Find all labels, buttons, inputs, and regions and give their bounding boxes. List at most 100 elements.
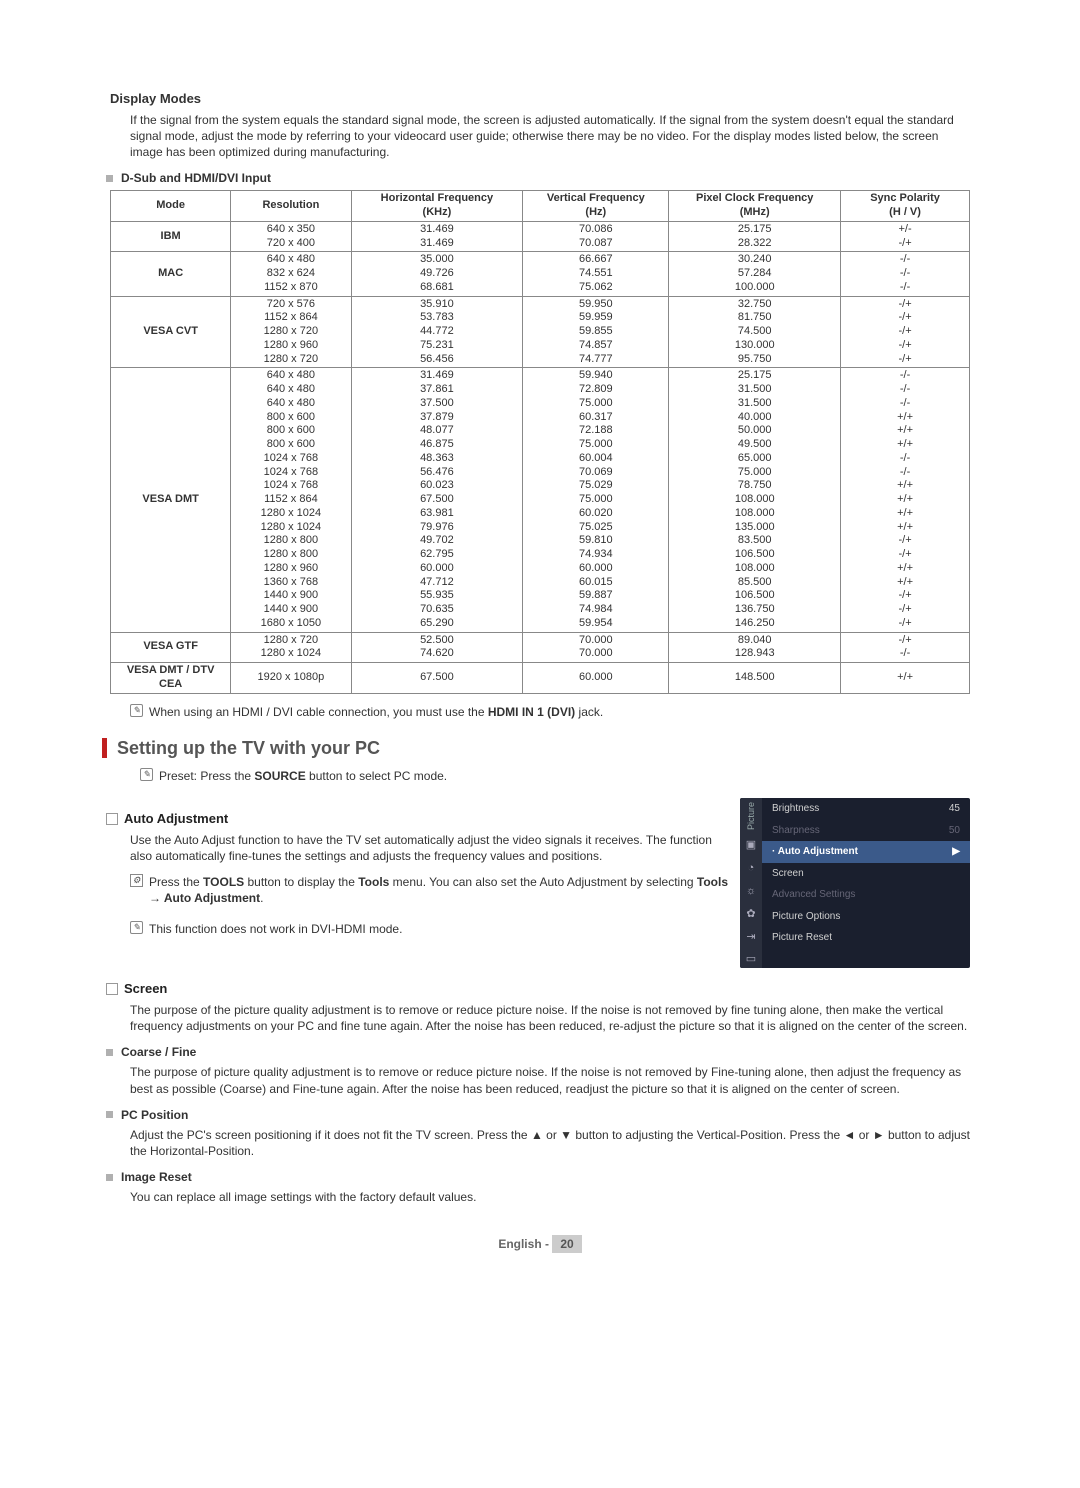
data-cell: 25.17531.50031.50040.00050.00049.50065.0… <box>669 368 841 632</box>
data-cell: -/--/--/- <box>841 252 970 296</box>
square-bullet-icon <box>106 1049 113 1056</box>
screen-intro: The purpose of the picture quality adjus… <box>130 1002 970 1034</box>
hdmi-note-suffix: jack. <box>575 705 603 719</box>
mode-cell: IBM <box>111 221 231 252</box>
display-modes-intro: If the signal from the system equals the… <box>130 112 970 161</box>
auto-adjustment-title: Auto Adjustment <box>124 810 228 828</box>
footer-lang: English - <box>498 1237 552 1251</box>
display-modes-title: Display Modes <box>110 90 970 108</box>
data-cell: 1920 x 1080p <box>231 663 351 694</box>
hdmi-note-bold: HDMI IN 1 (DVI) <box>488 705 575 719</box>
chevron-right-icon: ▶ <box>952 845 960 859</box>
hdmi-note: ✎ When using an HDMI / DVI cable connect… <box>130 704 970 720</box>
table-row: VESA DMT640 x 480640 x 480640 x 480800 x… <box>111 368 970 632</box>
data-cell: 640 x 480640 x 480640 x 480800 x 600800 … <box>231 368 351 632</box>
app-icon: ▭ <box>746 952 756 967</box>
footer-page: 20 <box>552 1235 581 1253</box>
osd-side-label: Picture <box>743 798 759 834</box>
table-header: Mode <box>111 191 231 222</box>
data-cell: 89.040128.943 <box>669 632 841 663</box>
checkbox-icon <box>106 813 118 825</box>
note-icon: ✎ <box>130 921 143 934</box>
data-cell: 31.46937.86137.50037.87948.07746.87548.3… <box>351 368 523 632</box>
data-cell: 31.46931.469 <box>351 221 523 252</box>
osd-menu: Picture ▣ ◔ ☼ ✿ ⇥ ▭ Brightness45 Sharpne… <box>740 798 970 968</box>
preset-prefix: Preset: Press the <box>159 769 254 783</box>
mode-cell: VESA GTF <box>111 632 231 663</box>
image-reset-title: Image Reset <box>121 1169 192 1185</box>
mode-cell: VESA DMT / DTV CEA <box>111 663 231 694</box>
square-bullet-icon <box>106 175 113 182</box>
red-bar-icon <box>102 738 107 758</box>
osd-brightness: Brightness45 <box>762 798 970 820</box>
osd-picture-reset: Picture Reset <box>762 927 970 949</box>
monitor-icon: ▣ <box>746 838 756 853</box>
data-cell: 59.94072.80975.00060.31772.18875.00060.0… <box>523 368 669 632</box>
dvi-note-text: This function does not work in DVI-HDMI … <box>149 921 402 937</box>
coarse-fine-body: The purpose of picture quality adjustmen… <box>130 1064 970 1096</box>
note-icon: ✎ <box>140 768 153 781</box>
checkbox-icon <box>106 983 118 995</box>
preset-note: ✎ Preset: Press the SOURCE button to sel… <box>140 768 970 784</box>
data-cell: 59.95059.95959.85574.85774.777 <box>523 296 669 368</box>
data-cell: 720 x 5761152 x 8641280 x 7201280 x 9601… <box>231 296 351 368</box>
data-cell: 148.500 <box>669 663 841 694</box>
screen-title: Screen <box>124 980 167 998</box>
setup-pc-heading-bar: Setting up the TV with your PC <box>102 736 970 760</box>
data-cell: 35.91053.78344.77275.23156.456 <box>351 296 523 368</box>
tools-note: ⚙ Press the TOOLS button to display the … <box>130 874 728 906</box>
table-header: Vertical Frequency(Hz) <box>523 191 669 222</box>
bulb-icon: ☼ <box>746 884 756 899</box>
input-icon: ⇥ <box>746 930 755 945</box>
page-footer: English - 20 <box>110 1236 970 1252</box>
table-row: VESA GTF1280 x 7201280 x 102452.50074.62… <box>111 632 970 663</box>
circle-icon: ◔ <box>748 861 755 876</box>
pc-position-row: PC Position <box>106 1107 970 1123</box>
data-cell: 25.17528.322 <box>669 221 841 252</box>
gear-icon: ✿ <box>746 907 755 922</box>
osd-screen: Screen <box>762 863 970 885</box>
image-reset-body: You can replace all image settings with … <box>130 1189 970 1205</box>
osd-sharpness: Sharpness50 <box>762 820 970 842</box>
data-cell: 70.00070.000 <box>523 632 669 663</box>
data-cell: 35.00049.72668.681 <box>351 252 523 296</box>
mode-cell: VESA CVT <box>111 296 231 368</box>
auto-adjustment-body: Use the Auto Adjust function to have the… <box>130 832 728 864</box>
data-cell: 30.24057.284100.000 <box>669 252 841 296</box>
data-cell: 66.66774.55175.062 <box>523 252 669 296</box>
coarse-fine-title: Coarse / Fine <box>121 1044 196 1060</box>
data-cell: 70.08670.087 <box>523 221 669 252</box>
mode-cell: VESA DMT <box>111 368 231 632</box>
table-header: Resolution <box>231 191 351 222</box>
data-cell: +/--/+ <box>841 221 970 252</box>
preset-suffix: button to select PC mode. <box>306 769 447 783</box>
pc-position-title: PC Position <box>121 1107 188 1123</box>
dvi-note: ✎ This function does not work in DVI-HDM… <box>130 921 728 937</box>
image-reset-row: Image Reset <box>106 1169 970 1185</box>
tools-icon: ⚙ <box>130 874 143 887</box>
data-cell: 52.50074.620 <box>351 632 523 663</box>
data-cell: -/--/--/-+/++/++/+-/--/-+/++/++/++/+-/+-… <box>841 368 970 632</box>
data-cell: 640 x 350720 x 400 <box>231 221 351 252</box>
screen-heading-row: Screen <box>106 980 970 998</box>
pc-position-body: Adjust the PC's screen positioning if it… <box>130 1127 970 1159</box>
data-cell: 1280 x 7201280 x 1024 <box>231 632 351 663</box>
dsub-heading: D-Sub and HDMI/DVI Input <box>121 170 271 186</box>
square-bullet-icon <box>106 1111 113 1118</box>
coarse-fine-row: Coarse / Fine <box>106 1044 970 1060</box>
table-header: Horizontal Frequency(KHz) <box>351 191 523 222</box>
table-row: MAC640 x 480832 x 6241152 x 87035.00049.… <box>111 252 970 296</box>
osd-advanced: Advanced Settings <box>762 884 970 906</box>
auto-adjustment-heading-row: Auto Adjustment <box>106 810 728 828</box>
data-cell: 32.75081.75074.500130.00095.750 <box>669 296 841 368</box>
mode-cell: MAC <box>111 252 231 296</box>
table-header: Sync Polarity(H / V) <box>841 191 970 222</box>
data-cell: -/+-/- <box>841 632 970 663</box>
osd-auto-adjustment: · Auto Adjustment▶ <box>762 841 970 863</box>
square-bullet-icon <box>106 1174 113 1181</box>
data-cell: +/+ <box>841 663 970 694</box>
dsub-heading-row: D-Sub and HDMI/DVI Input <box>106 170 970 186</box>
osd-picture-options: Picture Options <box>762 906 970 928</box>
setup-pc-heading: Setting up the TV with your PC <box>117 736 380 760</box>
hdmi-note-prefix: When using an HDMI / DVI cable connectio… <box>149 705 488 719</box>
